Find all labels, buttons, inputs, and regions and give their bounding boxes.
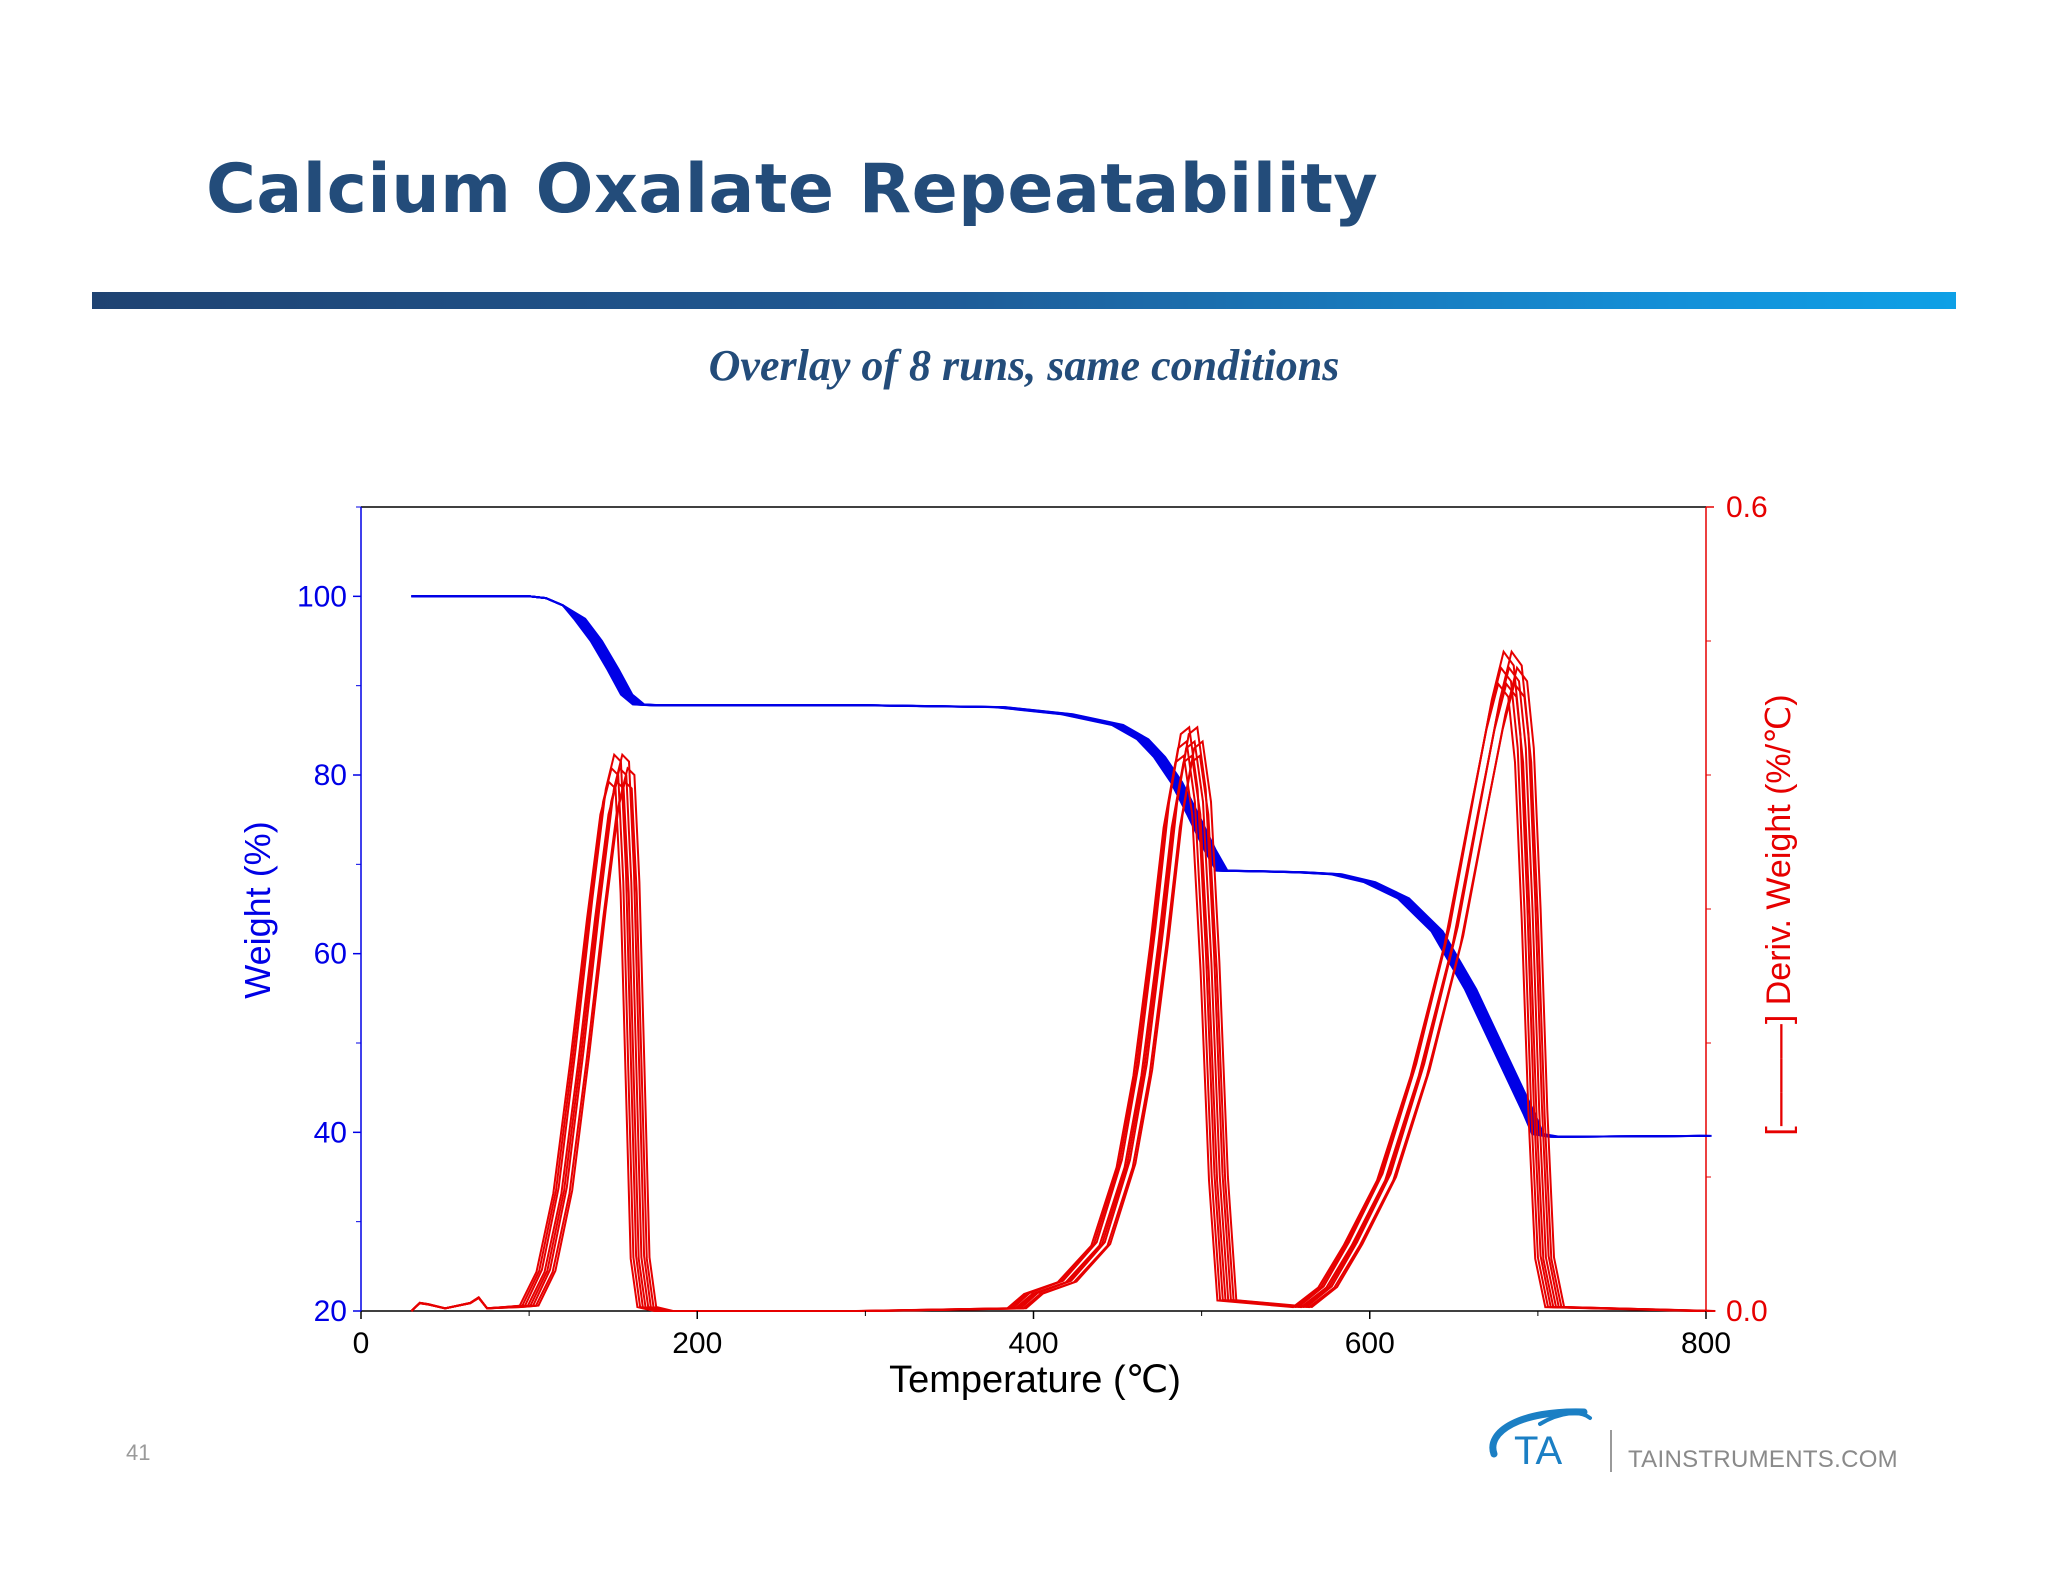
slide-title: Calcium Oxalate Repeatability [206, 150, 1379, 229]
logo-divider [1610, 1430, 1612, 1472]
y-axis-left-label: Weight (%) [237, 821, 278, 998]
x-tick-label: 200 [672, 1327, 722, 1360]
y-left-tick-label: 100 [297, 580, 347, 613]
y-axis-right-label: [———] Deriv. Weight (%/℃) [1760, 694, 1798, 1135]
x-tick-label: 0 [353, 1327, 370, 1360]
x-tick-label: 600 [1345, 1327, 1395, 1360]
x-axis-label: Temperature (℃) [889, 1359, 1181, 1401]
deriv-run-line [410, 665, 1708, 1312]
weight-run-line [411, 595, 1709, 1138]
title-divider-bar [92, 292, 1956, 309]
y-left-tick-label: 80 [314, 759, 347, 792]
deriv-run-line [410, 665, 1700, 1312]
deriv-series-group [410, 649, 1716, 1312]
weight-run-line [411, 595, 1707, 1138]
svg-text:TA: TA [1514, 1429, 1562, 1472]
deriv-run-line [410, 681, 1697, 1312]
y-left-tick-label: 40 [314, 1116, 347, 1149]
deriv-run-line [410, 665, 1716, 1312]
weight-series-group [411, 595, 1712, 1138]
weight-run-line [411, 595, 1701, 1138]
deriv-run-line [410, 649, 1711, 1312]
weight-run-line [411, 595, 1706, 1138]
weight-run-line [411, 595, 1703, 1138]
deriv-run-line [410, 649, 1703, 1312]
weight-run-line [411, 595, 1704, 1138]
chart-subtitle: Overlay of 8 runs, same conditions [708, 341, 1340, 390]
ta-instruments-logo: TA [1489, 1408, 1592, 1472]
page-number: 41 [126, 1440, 151, 1465]
axis-ticks: 0 200 400 600 800 20 40 60 80 100 0.0 0.6 [297, 491, 1768, 1360]
weight-run-line [411, 595, 1711, 1138]
y-right-tick-label: 0.6 [1726, 491, 1768, 524]
x-tick-label: 800 [1681, 1327, 1731, 1360]
deriv-run-line [410, 681, 1705, 1312]
x-tick-label: 400 [1008, 1327, 1058, 1360]
y-left-tick-label: 20 [314, 1295, 347, 1328]
y-right-tick-label: 0.0 [1726, 1295, 1768, 1328]
footer-website: TAINSTRUMENTS.COM [1628, 1446, 1898, 1473]
y-left-tick-label: 60 [314, 938, 347, 971]
deriv-run-line [410, 681, 1713, 1312]
